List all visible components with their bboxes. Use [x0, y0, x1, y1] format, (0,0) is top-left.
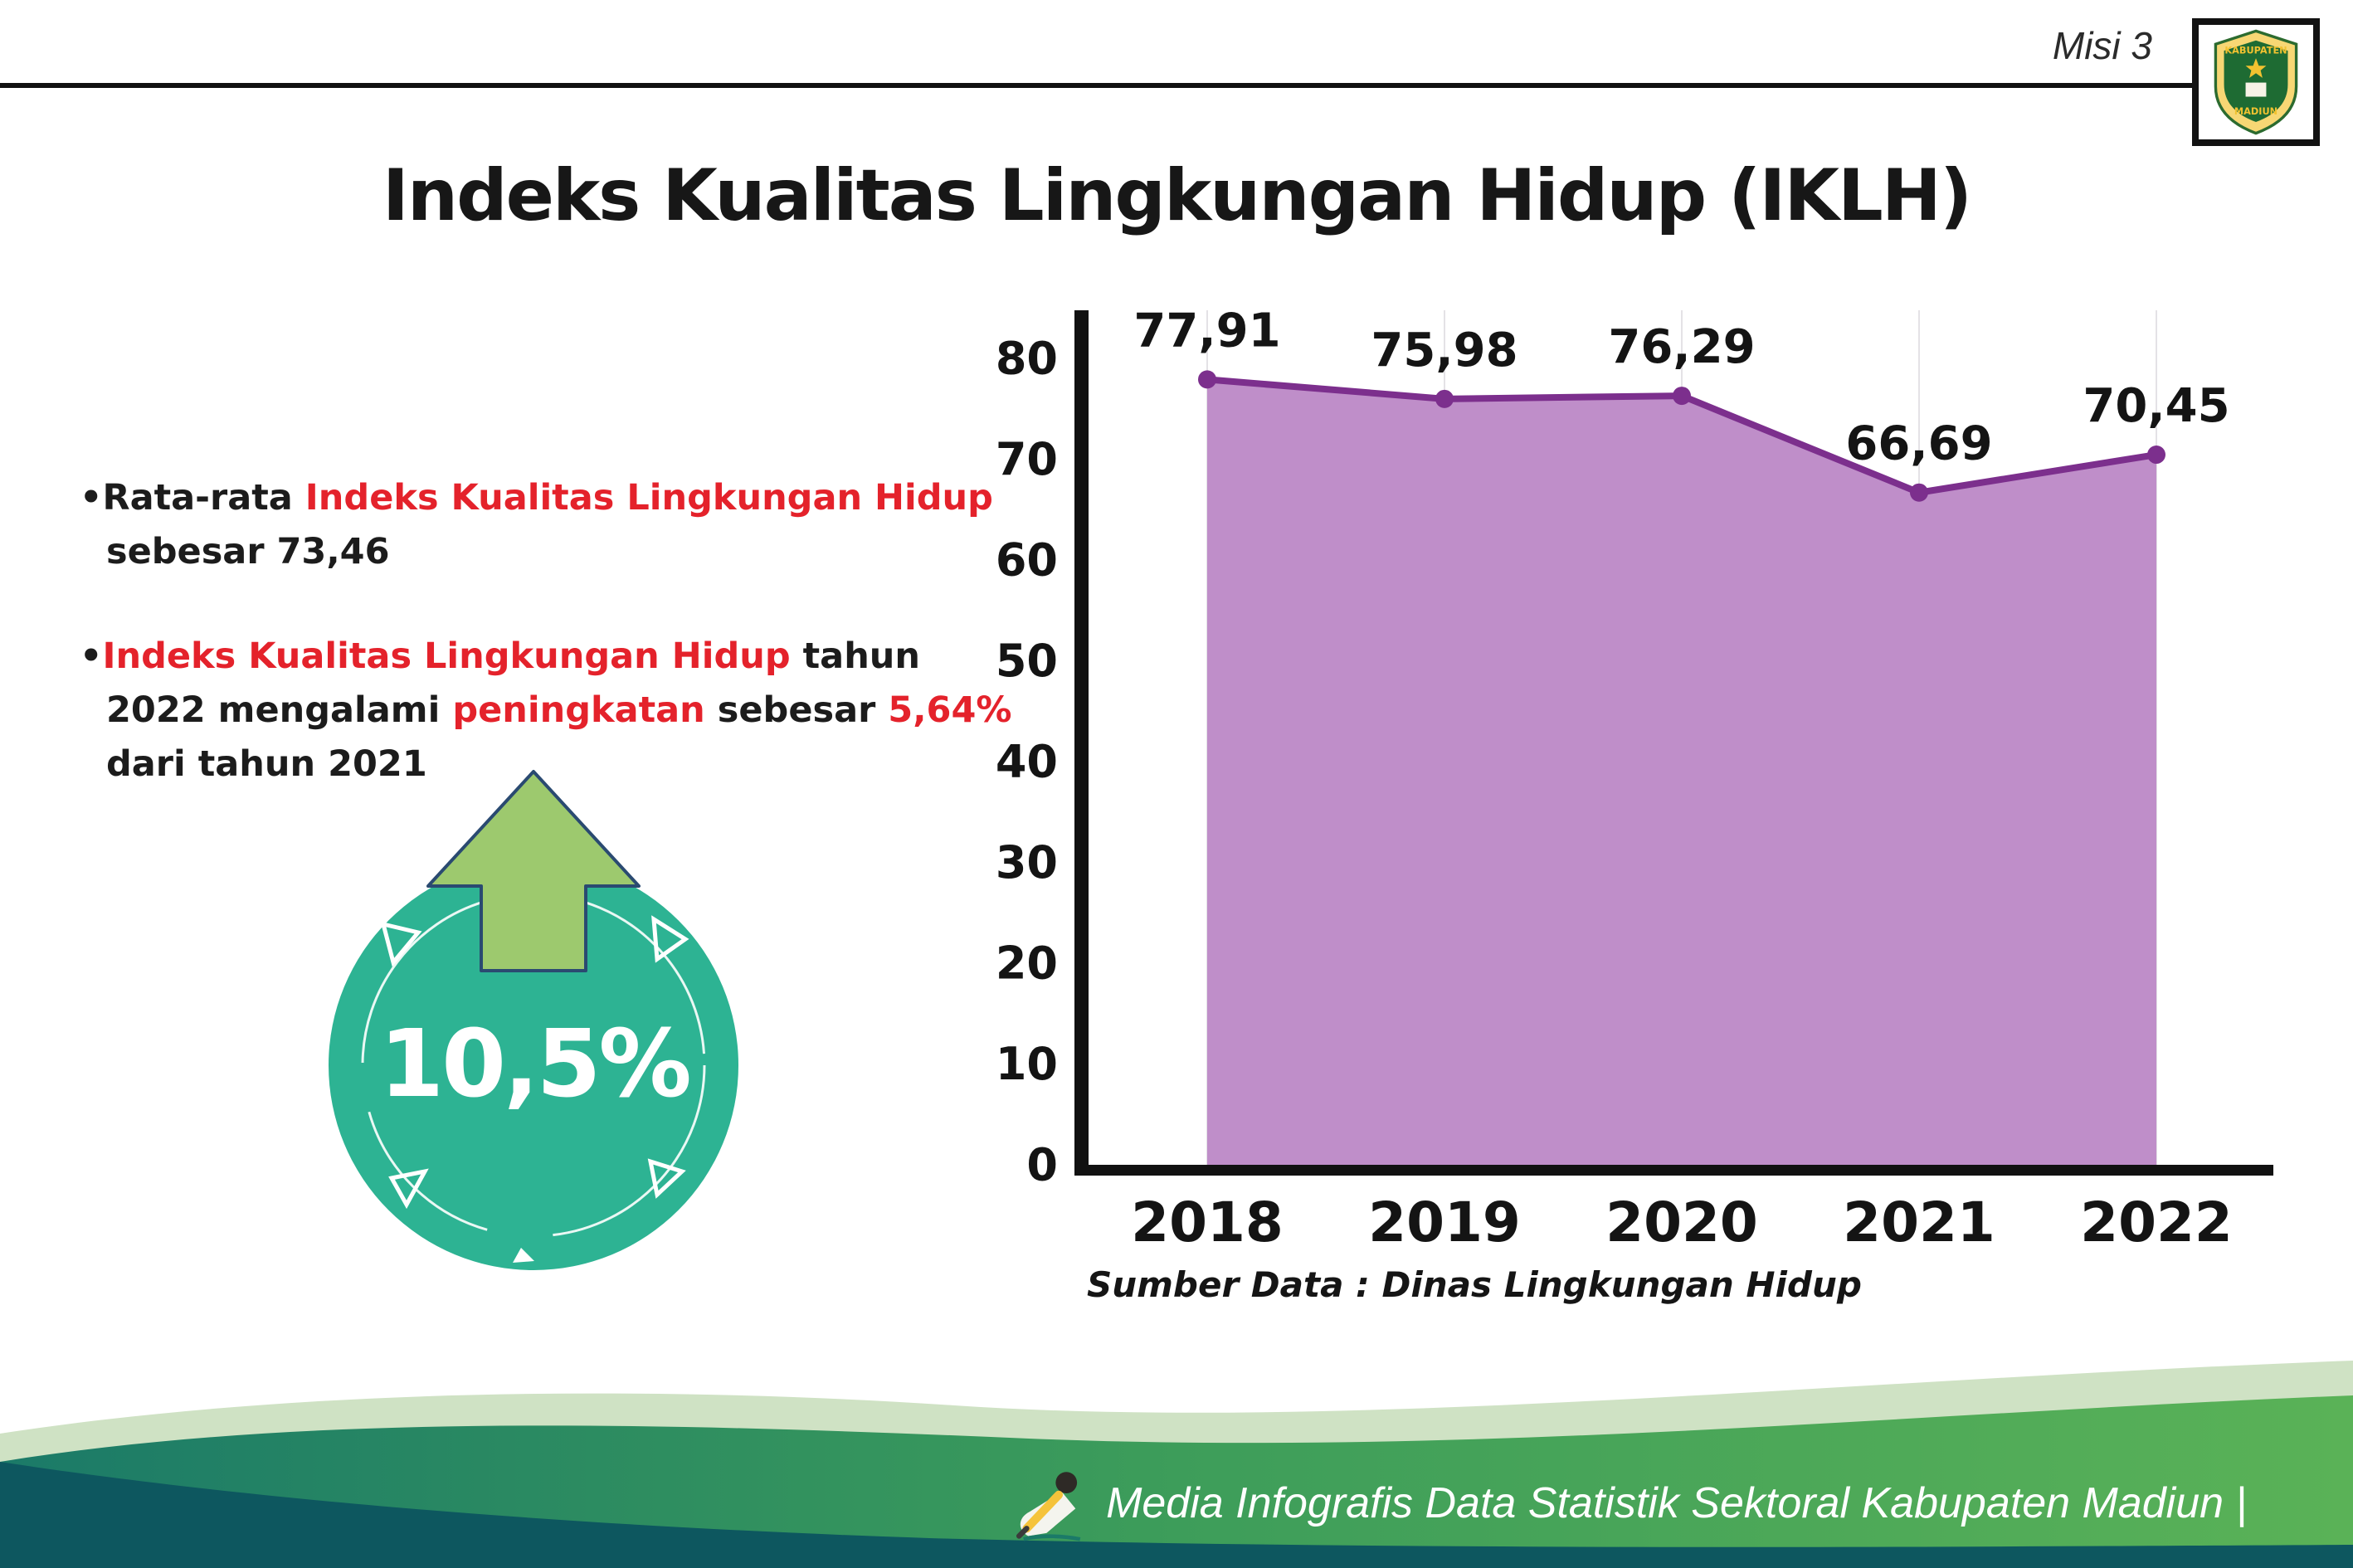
header-divider [0, 83, 2197, 88]
bullet2-highlight2: peningkatan [452, 689, 705, 732]
y-tick-label: 0 [1026, 1139, 1058, 1191]
y-tick-label: 60 [996, 534, 1058, 587]
footer-caption: Media Infografis Data Statistik Sektoral… [1011, 1463, 2247, 1543]
value-label: 70,45 [2083, 379, 2229, 433]
bullet-increase-2022: •Indeks Kualitas Lingkungan Hidup tahun … [80, 630, 1017, 792]
logo-text-bottom: MADIUN [2234, 106, 2277, 117]
footer-wave-dark [0, 1462, 2353, 1568]
value-label: 77,91 [1133, 304, 1280, 358]
bullet1-highlight: Indeks Kualitas Lingkungan Hidup [304, 477, 993, 519]
increase-badge: 10,5% [325, 762, 743, 1379]
x-tick-label: 2022 [2080, 1191, 2233, 1254]
mascot-pencil [1022, 1490, 1064, 1533]
kabupaten-madiun-logo-frame: KABUPATEN MADIUN [2192, 18, 2320, 146]
y-tick-label: 20 [996, 937, 1058, 990]
x-tick-label: 2021 [1843, 1191, 1995, 1254]
iklh-chart-svg: 77,91 75,98 76,29 66,69 70,45 0 10 20 30 40 50 60 70… [996, 304, 2273, 1254]
mascot-accent [1023, 1534, 1081, 1541]
footer-caption-text: Media Infografis Data Statistik Sektoral… [1106, 1478, 2247, 1527]
bullet-marker: • [80, 635, 103, 677]
data-point [1673, 387, 1691, 406]
bullet-average-iklh: •Rata-rata Indeks Kualitas Lingkungan Hi… [80, 471, 1017, 580]
increase-badge-graphic [329, 770, 738, 1270]
badge-ring [361, 893, 706, 1238]
bullet2-highlight1: Indeks Kualitas Lingkungan Hidup [102, 635, 791, 677]
misi-label: Misi 3 [2052, 24, 2152, 67]
key-points: •Rata-rata Indeks Kualitas Lingkungan Hi… [80, 471, 1017, 842]
logo-text-top: KABUPATEN [2224, 46, 2287, 56]
data-point [1198, 370, 1216, 389]
y-tick-label: 10 [996, 1038, 1058, 1090]
logo-shield-inner [2224, 40, 2288, 123]
logo-star [2245, 58, 2267, 78]
y-tick-label: 40 [996, 736, 1058, 788]
page-title: Indeks Kualitas Lingkungan Hidup (IKLH) [382, 153, 1972, 237]
increase-percentage: 10,5% [379, 1010, 692, 1118]
x-tick-label: 2018 [1131, 1191, 1284, 1254]
x-tick-label: 2019 [1368, 1191, 1521, 1254]
bullet2-text2: sebesar [704, 689, 889, 732]
x-axis [1074, 1165, 2273, 1176]
y-tick-label: 80 [996, 333, 1058, 385]
kabupaten-madiun-logo: KABUPATEN MADIUN [2214, 29, 2298, 135]
bullet-marker: • [80, 477, 103, 519]
writer-mascot-icon [1016, 1472, 1081, 1541]
mascot-pencil-tip [1016, 1526, 1030, 1539]
logo-emblem [2245, 82, 2267, 97]
y-tick-label: 50 [996, 635, 1058, 687]
bullet2-highlight3: 5,64% [888, 689, 1012, 732]
triangle-decoration [647, 1158, 686, 1199]
value-label: 75,98 [1371, 324, 1518, 377]
badge-circle [329, 860, 738, 1270]
iklh-area-chart: 77,91 75,98 76,29 66,69 70,45 0 10 20 30 40 50 60 70… [954, 299, 2298, 1311]
value-label: 76,29 [1608, 320, 1755, 374]
triangle-decoration [380, 921, 422, 967]
data-point [1435, 389, 1454, 408]
data-point [1910, 483, 1928, 502]
data-source-note: Sumber Data : Dinas Lingkungan Hidup [1087, 1264, 1862, 1305]
bullet2-text1: tahun 2022 mengalami [106, 635, 921, 732]
mascot-head [1055, 1472, 1078, 1493]
triangle-decoration [388, 1168, 429, 1210]
triangle-decoration [651, 915, 689, 963]
y-tick-label: 70 [996, 433, 1058, 485]
bullet1-text-end: sebesar 73,46 [106, 531, 390, 573]
value-label: 66,69 [1845, 417, 1992, 471]
bullet2-text-end: dari tahun 2021 [106, 743, 427, 786]
footer-wave [0, 1361, 2353, 1568]
up-arrow-icon [426, 770, 641, 972]
y-tick-label: 30 [996, 836, 1058, 889]
data-point [2147, 446, 2165, 465]
x-tick-label: 2020 [1605, 1191, 1758, 1254]
bullet1-text: Rata-rata [102, 477, 305, 519]
triangle-decoration [513, 1248, 534, 1263]
y-axis [1074, 310, 1089, 1176]
chart-area [1207, 379, 2156, 1165]
